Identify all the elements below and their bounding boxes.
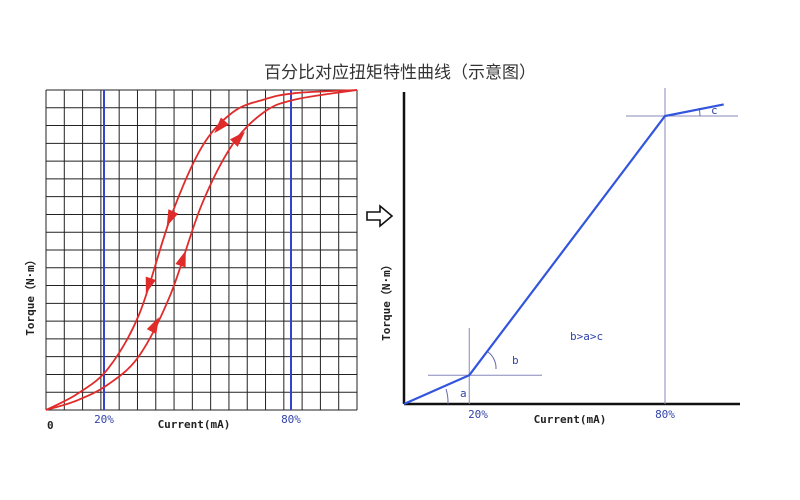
angle-arc-c bbox=[698, 107, 701, 117]
left-tick-80: 80% bbox=[281, 413, 301, 426]
right-axes bbox=[402, 88, 740, 406]
angle-arc-b bbox=[487, 351, 497, 370]
annotation-comparison: b>a>c bbox=[570, 330, 603, 343]
right-tick-80: 80% bbox=[655, 408, 675, 421]
left-origin-label: 0 bbox=[47, 419, 54, 432]
arrow-icon bbox=[214, 117, 229, 134]
right-chart: 20% 80% Current(mA) Torque（N·m） a b c b>… bbox=[380, 88, 740, 426]
right-arrow-icon bbox=[366, 204, 394, 228]
arrow-icon bbox=[175, 250, 186, 268]
left-yaxis-label: Torque（N·m） bbox=[24, 254, 37, 336]
annotation-a: a bbox=[460, 387, 467, 400]
left-curves bbox=[45, 89, 358, 411]
annotation-b: b bbox=[512, 354, 519, 367]
hysteresis-curve-2 bbox=[45, 89, 358, 411]
left-chart: 0 20% 80% Current(mA) Torque（N·m） bbox=[24, 89, 358, 432]
left-arrows bbox=[145, 117, 246, 335]
left-xaxis-label: Current(mA) bbox=[158, 418, 231, 431]
left-tick-20: 20% bbox=[94, 413, 114, 426]
arrow-icon bbox=[229, 131, 246, 147]
right-tick-20: 20% bbox=[468, 408, 488, 421]
piecewise-torque-line bbox=[403, 103, 724, 406]
right-yaxis-label: Torque（N·m） bbox=[380, 259, 393, 341]
right-curve bbox=[403, 103, 724, 406]
arrow-icon bbox=[146, 317, 159, 335]
annotation-c: c bbox=[711, 104, 718, 117]
arrow-icon bbox=[166, 209, 179, 227]
angle-arc-a bbox=[445, 388, 449, 405]
right-xaxis-label: Current(mA) bbox=[534, 413, 607, 426]
hysteresis-curve-1 bbox=[45, 89, 358, 411]
left-grid bbox=[45, 89, 358, 411]
chart-title: 百分比对应扭矩特性曲线（示意图） bbox=[264, 63, 536, 83]
arrow-icon bbox=[145, 276, 156, 294]
